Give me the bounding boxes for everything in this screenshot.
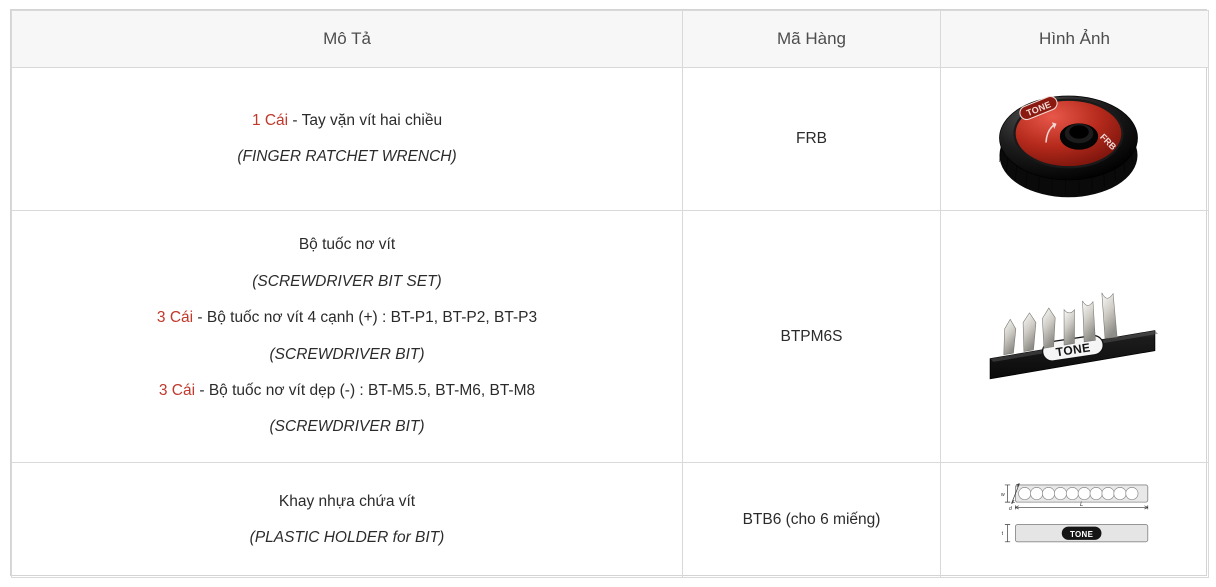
- svg-text:d: d: [1008, 506, 1012, 512]
- svg-text:L: L: [1079, 502, 1082, 508]
- svg-text:t: t: [1001, 531, 1003, 537]
- svg-text:TONE: TONE: [1070, 530, 1093, 539]
- svg-text:w: w: [1000, 492, 1004, 498]
